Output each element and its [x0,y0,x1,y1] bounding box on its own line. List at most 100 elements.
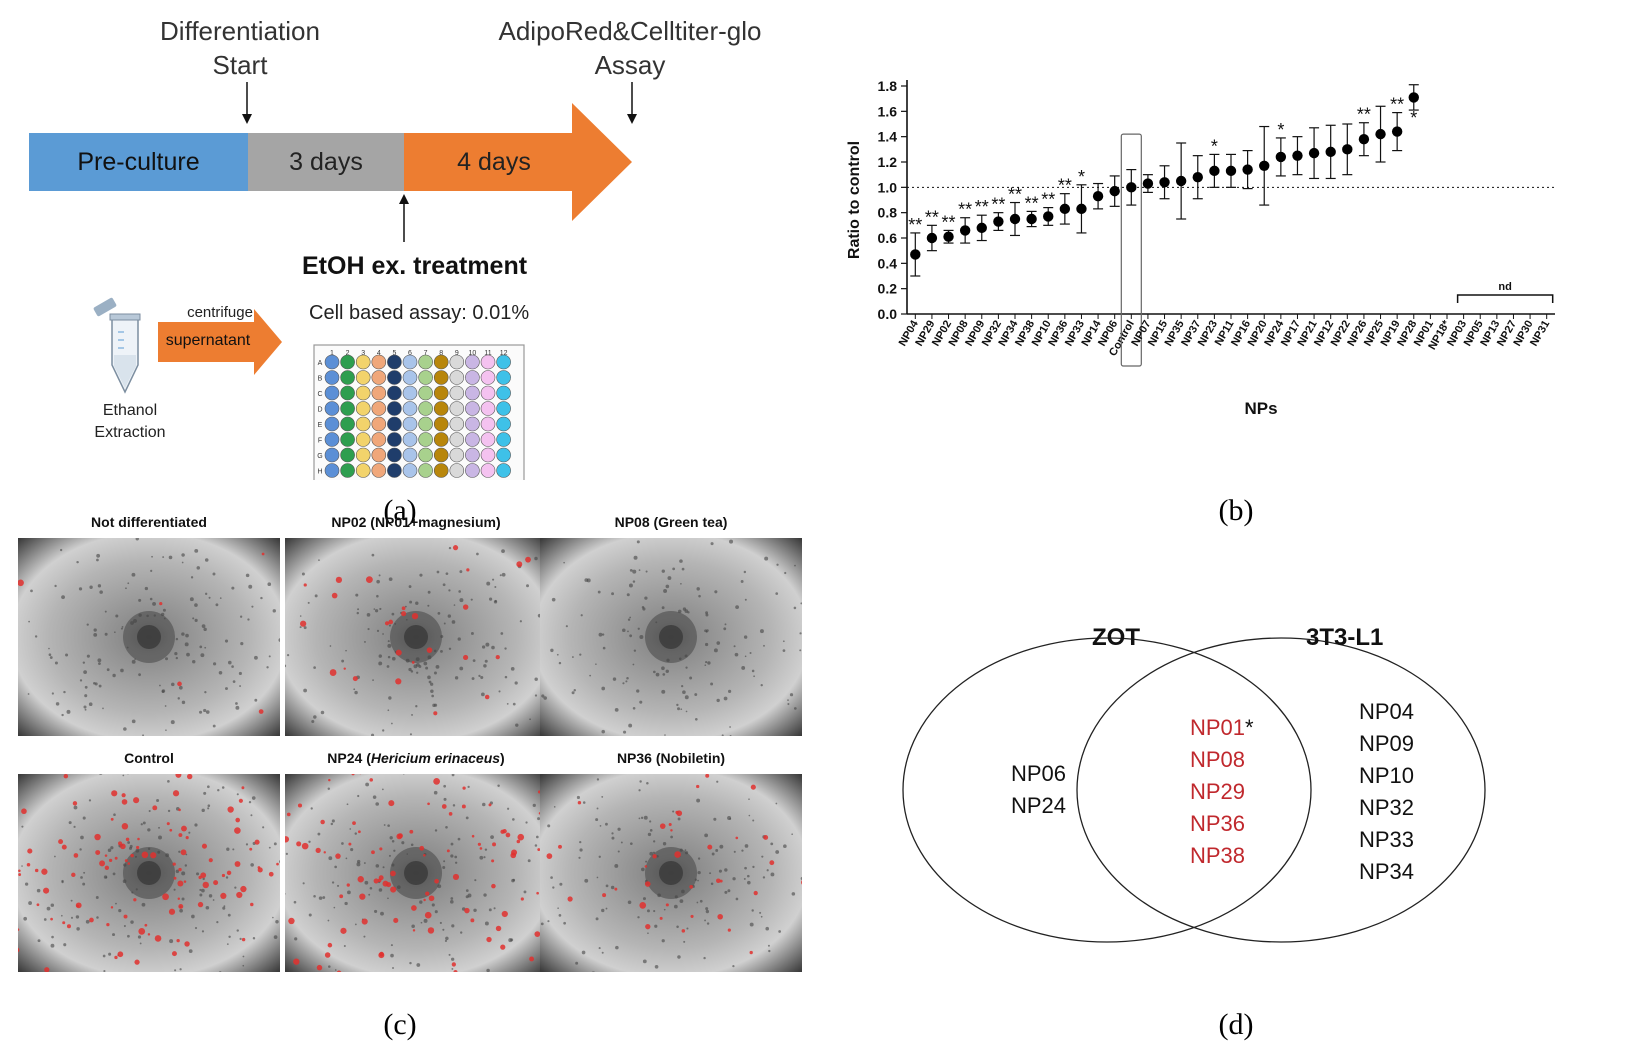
micrograph-cell [410,843,414,846]
micrograph-cell [775,850,780,854]
micrograph-cell [61,881,64,884]
micrograph-cell [203,627,207,632]
data-point [1242,164,1253,175]
micrograph-cell [550,648,554,653]
micrograph-title-part: ) [500,750,505,766]
lipid-droplet [690,914,694,918]
plate-col-label: 8 [439,350,443,357]
lipid-droplet [525,556,531,563]
micrograph-cell [620,841,623,844]
micrograph-cell [375,802,380,806]
lipid-droplet [426,647,433,653]
micrograph-cell [131,891,134,894]
micrograph-cell [226,847,230,851]
micrograph-cell [73,805,78,810]
micrograph-cell [743,635,748,639]
micrograph-cell [175,656,178,660]
micrograph-cell [767,944,770,947]
venn-right-item-text: NP04 [1359,699,1415,724]
lipid-droplet [645,923,651,930]
micrograph-cell [794,564,796,567]
venn-right-item-text: NP10 [1359,763,1415,788]
micrograph-cell [645,860,648,863]
lipid-droplet [488,803,492,807]
data-point [1225,165,1237,177]
micrograph-cell [194,823,198,827]
micrograph-cell [573,689,577,692]
micrograph-cell [106,668,110,672]
micrograph-cell [451,774,455,777]
micrograph-cell [344,901,348,906]
micrograph-cell [114,631,116,634]
micrograph-cell [165,657,169,661]
plate-well [355,463,371,478]
lipid-droplet [95,850,101,856]
micrograph-cell [409,600,413,604]
micrograph-cell [201,624,206,628]
micrograph-cell [776,563,779,566]
label-assay-line1: AdipoRed&Celltiter-glo [498,16,762,46]
micrograph-cell [239,937,242,940]
micrograph-cell [217,789,220,792]
lipid-droplet [412,929,416,932]
micrograph-core [659,861,683,885]
centrifuge-label: centrifuge [187,304,253,321]
micrograph-cell [431,903,435,907]
micrograph-cell [787,699,789,701]
micrograph-cell [689,676,693,680]
plate-well [433,354,449,370]
micrograph-cell [465,816,469,820]
venn-right-item-text: NP09 [1359,731,1415,756]
micrograph-cell [534,694,538,697]
micrograph-cell [791,892,796,896]
lipid-droplet [71,872,76,878]
micrograph-cell [760,915,763,918]
micrograph-cell [219,597,222,599]
lipid-droplet [18,869,21,873]
data-point [1109,185,1120,197]
lipid-droplet [500,829,505,834]
micrograph-cell [415,705,418,708]
micrograph-cell [723,627,727,631]
micrograph-cell [632,663,635,666]
micrograph-cell [96,916,99,919]
micrograph-cell [681,684,684,688]
micrograph-cell [563,921,566,925]
lipid-droplet [371,850,375,855]
micrograph-cell [626,677,629,680]
plate-well [418,354,433,370]
micrograph-cell [364,640,366,643]
lipid-droplet [505,832,511,838]
micrograph-cell [711,852,715,856]
micrograph-cell [437,612,441,615]
micrograph-cell [579,653,582,656]
micrograph-cell [390,944,393,947]
micrograph-cell [99,590,103,594]
lipid-droplet [335,576,343,584]
micrograph-cell [365,782,370,787]
label-differentiation-start: Differentiation Start [140,14,340,82]
micrograph-cell [705,909,710,914]
micrograph-cell [501,549,505,553]
micrograph-cell [369,886,373,890]
plate-well [355,354,371,370]
micrograph-cell [131,572,136,577]
micrograph-cell [354,690,358,695]
micrograph-cell [724,623,727,626]
lipid-droplet [180,849,187,856]
micrograph-cell [134,658,136,660]
plate-well [340,447,355,463]
micrograph-cell [534,556,538,561]
lipid-droplet [106,923,110,927]
lipid-droplet [517,833,525,841]
micrograph-cell [793,606,797,610]
arrow-treatment-icon [399,194,409,242]
micrograph-cell [553,805,556,808]
micrograph-cell [168,555,173,560]
micrograph-cell [598,632,603,637]
micrograph-cell [149,597,153,601]
micrograph-cell [416,662,420,667]
micrograph-cell [523,890,527,894]
lipid-droplet [390,870,396,877]
x-axis-label: NPs [1244,399,1277,418]
